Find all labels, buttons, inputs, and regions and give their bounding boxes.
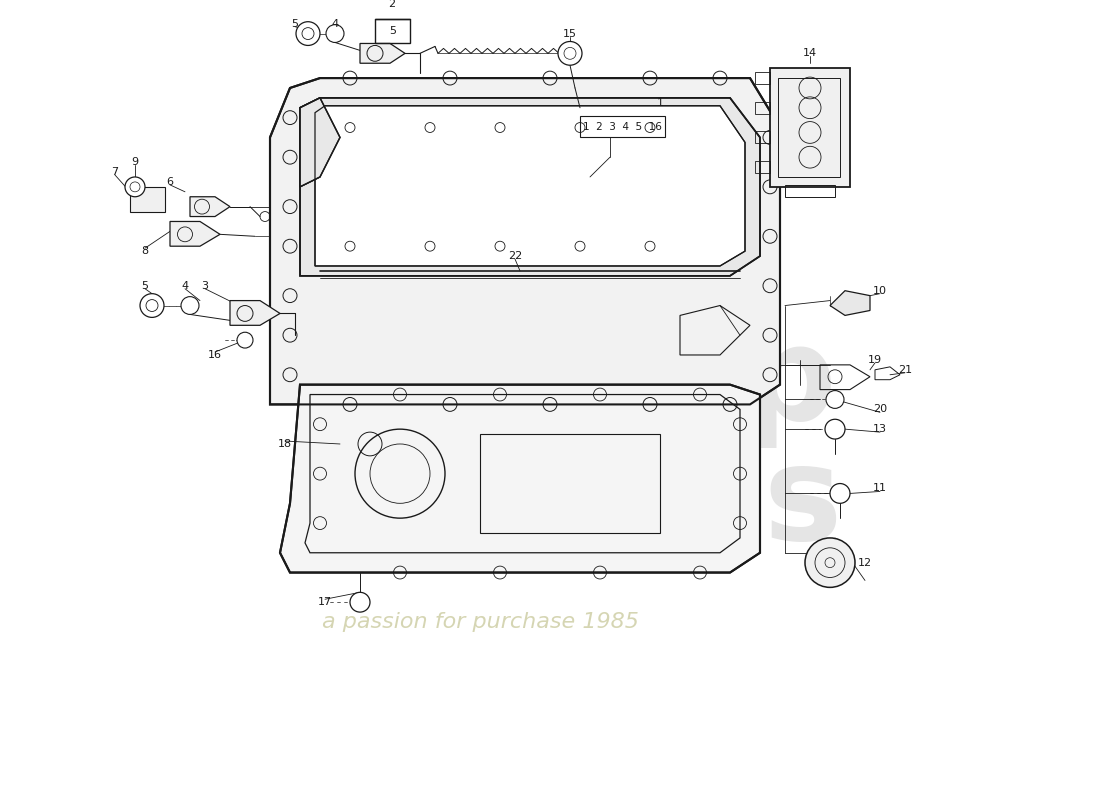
Text: 7: 7 (111, 167, 119, 177)
Text: europ: europ (403, 321, 837, 448)
Text: 10: 10 (873, 286, 887, 296)
Text: 20: 20 (873, 404, 887, 414)
Bar (755, 131, 770, 143)
Polygon shape (300, 98, 340, 187)
Circle shape (826, 390, 844, 408)
Text: 14: 14 (803, 48, 817, 58)
Text: 1: 1 (657, 98, 663, 108)
Text: 19: 19 (868, 355, 882, 365)
Polygon shape (280, 385, 760, 573)
Bar (755, 102, 770, 114)
Polygon shape (230, 301, 280, 326)
Circle shape (805, 538, 855, 587)
Polygon shape (830, 290, 870, 315)
Text: a passion for purchase 1985: a passion for purchase 1985 (321, 612, 638, 632)
Bar (755, 72, 770, 84)
Text: 5: 5 (292, 18, 298, 29)
Text: 4: 4 (182, 281, 188, 290)
Polygon shape (270, 78, 780, 405)
Circle shape (326, 25, 344, 42)
Text: 5: 5 (142, 281, 148, 290)
Circle shape (125, 177, 145, 197)
Text: 17: 17 (318, 598, 332, 607)
Text: 6: 6 (166, 177, 174, 187)
Text: 21: 21 (898, 365, 912, 375)
Text: 18: 18 (278, 439, 293, 449)
Bar (778, 78, 840, 177)
Polygon shape (190, 197, 230, 217)
Circle shape (182, 297, 199, 314)
Text: 3: 3 (201, 281, 209, 290)
Polygon shape (315, 106, 745, 266)
Circle shape (296, 22, 320, 46)
Circle shape (830, 483, 850, 503)
Circle shape (350, 592, 370, 612)
Text: 22: 22 (508, 251, 522, 261)
Text: 16: 16 (208, 350, 222, 360)
Text: 5: 5 (389, 26, 396, 36)
Circle shape (236, 332, 253, 348)
Bar (480, 434, 660, 533)
Bar (770, 68, 850, 187)
Text: 15: 15 (563, 29, 578, 38)
Circle shape (558, 42, 582, 66)
Text: 13: 13 (873, 424, 887, 434)
Text: 9: 9 (131, 157, 139, 167)
Text: 8: 8 (142, 246, 148, 256)
Text: artes: artes (458, 440, 843, 567)
Bar (375, 18, 410, 43)
Polygon shape (360, 43, 405, 63)
Text: 12: 12 (858, 558, 872, 568)
Text: 2: 2 (388, 0, 396, 9)
Text: 1  2  3  4  5  16: 1 2 3 4 5 16 (583, 122, 661, 131)
Circle shape (140, 294, 164, 318)
Polygon shape (300, 98, 760, 276)
Polygon shape (170, 222, 220, 246)
Bar (130, 187, 165, 211)
Bar (785, 185, 835, 197)
Circle shape (825, 419, 845, 439)
Text: 4: 4 (331, 18, 339, 29)
Bar (755, 161, 770, 173)
Bar (580, 116, 666, 138)
Text: 11: 11 (873, 483, 887, 494)
